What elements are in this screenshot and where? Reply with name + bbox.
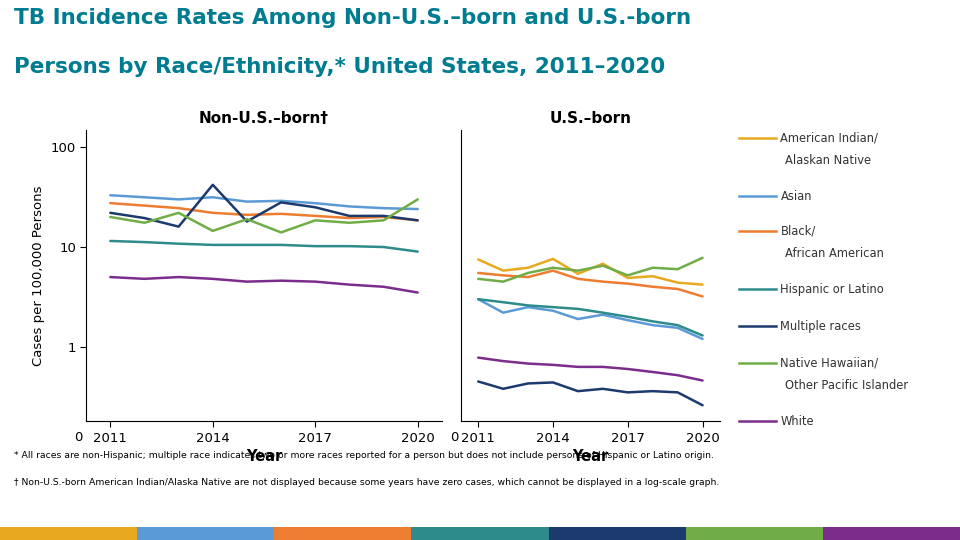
- Title: Non-U.S.–born†: Non-U.S.–born†: [199, 111, 329, 126]
- Text: White: White: [780, 415, 814, 428]
- Text: Native Hawaiian/: Native Hawaiian/: [780, 356, 878, 369]
- Text: TB Incidence Rates Among Non-U.S.–born and U.S.-born: TB Incidence Rates Among Non-U.S.–born a…: [14, 8, 691, 28]
- Text: Hispanic or Latino: Hispanic or Latino: [780, 283, 884, 296]
- Y-axis label: Cases per 100,000 Persons: Cases per 100,000 Persons: [33, 185, 45, 366]
- Text: Persons by Race/Ethnicity,* United States, 2011–2020: Persons by Race/Ethnicity,* United State…: [14, 57, 665, 77]
- Text: Multiple races: Multiple races: [780, 320, 861, 333]
- Text: † Non-U.S.-born American Indian/Alaska Native are not displayed because some yea: † Non-U.S.-born American Indian/Alaska N…: [14, 478, 720, 487]
- X-axis label: Year: Year: [246, 449, 282, 464]
- Text: Black/: Black/: [780, 225, 816, 238]
- Text: African American: African American: [785, 247, 884, 260]
- Text: Asian: Asian: [780, 190, 812, 202]
- X-axis label: Year: Year: [572, 449, 609, 464]
- Text: Alaskan Native: Alaskan Native: [785, 154, 872, 167]
- Text: American Indian/: American Indian/: [780, 131, 878, 144]
- Title: U.S.–born: U.S.–born: [549, 111, 632, 126]
- Text: 0: 0: [450, 431, 458, 444]
- Text: Other Pacific Islander: Other Pacific Islander: [785, 379, 908, 392]
- Text: * All races are non-Hispanic; multiple race indicates two or more races reported: * All races are non-Hispanic; multiple r…: [14, 451, 714, 460]
- Text: 0: 0: [75, 431, 83, 444]
